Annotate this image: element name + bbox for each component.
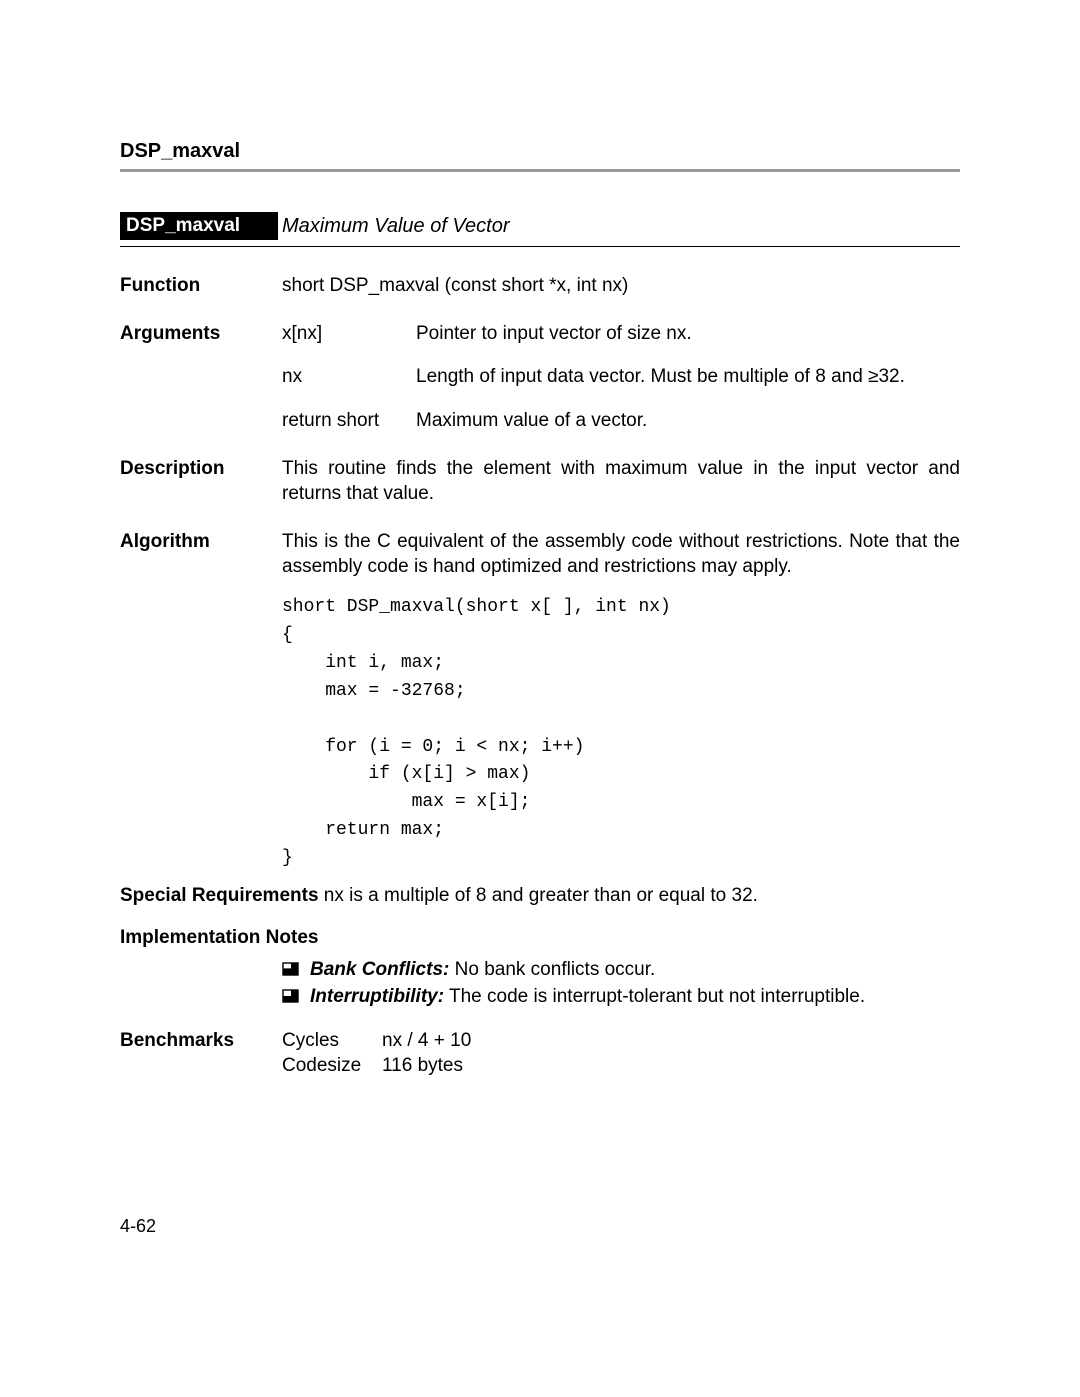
label-special-req: Special Requirements [120,885,319,906]
arg-desc: Length of input data vector. Must be mul… [416,364,960,390]
page-header-title: DSP_maxval [120,140,960,163]
note-text: Bank Conflicts: No bank conflicts occur. [310,958,655,983]
bench-row: Cycles nx / 4 + 10 [282,1028,960,1054]
section-algorithm: Algorithm This is the C equivalent of th… [120,529,960,873]
algorithm-code: short DSP_maxval(short x[ ], int nx) { i… [282,594,960,873]
label-arguments: Arguments [120,321,282,434]
bench-row: Codesize 116 bytes [282,1053,960,1079]
algorithm-content: This is the C equivalent of the assembly… [282,529,960,873]
title-underline [120,246,960,247]
arg-name: x[nx] [282,321,416,347]
bench-name: Cycles [282,1028,382,1054]
label-algorithm: Algorithm [120,529,282,873]
function-signature: short DSP_maxval (const short *x, int nx… [282,273,960,299]
special-req-text: nx is a multiple of 8 and greater than o… [319,885,758,906]
section-impl-notes: Implementation Notes [120,925,960,951]
label-description: Description [120,456,282,507]
arguments-content: x[nx] Pointer to input vector of size nx… [282,321,960,434]
benchmarks-content: Cycles nx / 4 + 10 Codesize 116 bytes [282,1028,960,1079]
title-row: DSP_maxval Maximum Value of Vector [120,212,960,240]
section-special-req: Special Requirements nx is a multiple of… [120,883,960,909]
section-benchmarks: Benchmarks Cycles nx / 4 + 10 Codesize 1… [120,1028,960,1079]
page-number: 4-62 [120,1216,156,1237]
note-item: Interruptibility: The code is interrupt-… [282,985,960,1010]
arg-row: nx Length of input data vector. Must be … [282,364,960,390]
bullet-icon [282,989,300,1004]
label-function: Function [120,273,282,299]
note-title: Bank Conflicts: [310,959,449,980]
function-name-box: DSP_maxval [120,212,278,240]
section-description: Description This routine finds the eleme… [120,456,960,507]
note-body: The code is interrupt-tolerant but not i… [444,986,865,1007]
note-title: Interruptibility: [310,986,444,1007]
label-benchmarks: Benchmarks [120,1028,282,1079]
special-req-line: Special Requirements nx is a multiple of… [120,883,758,909]
arg-desc: Pointer to input vector of size nx. [416,321,960,347]
arg-name: nx [282,364,416,390]
arg-name: return short [282,408,416,434]
description-text: This routine finds the element with maxi… [282,456,960,507]
page-content: DSP_maxval DSP_maxval Maximum Value of V… [0,0,1080,1161]
note-item: Bank Conflicts: No bank conflicts occur. [282,958,960,983]
note-text: Interruptibility: The code is interrupt-… [310,985,865,1010]
arg-row: x[nx] Pointer to input vector of size nx… [282,321,960,347]
note-body: No bank conflicts occur. [449,959,655,980]
algorithm-text: This is the C equivalent of the assembly… [282,529,960,580]
bench-value: 116 bytes [382,1053,463,1079]
arg-row: return short Maximum value of a vector. [282,408,960,434]
section-function: Function short DSP_maxval (const short *… [120,273,960,299]
bench-value: nx / 4 + 10 [382,1028,471,1054]
section-arguments: Arguments x[nx] Pointer to input vector … [120,321,960,434]
label-impl-notes: Implementation Notes [120,925,318,951]
header-rule [120,169,960,172]
arg-desc: Maximum value of a vector. [416,408,960,434]
bullet-icon [282,962,300,977]
impl-notes-list: Bank Conflicts: No bank conflicts occur.… [282,958,960,1009]
function-subtitle: Maximum Value of Vector [282,215,510,240]
bench-name: Codesize [282,1053,382,1079]
